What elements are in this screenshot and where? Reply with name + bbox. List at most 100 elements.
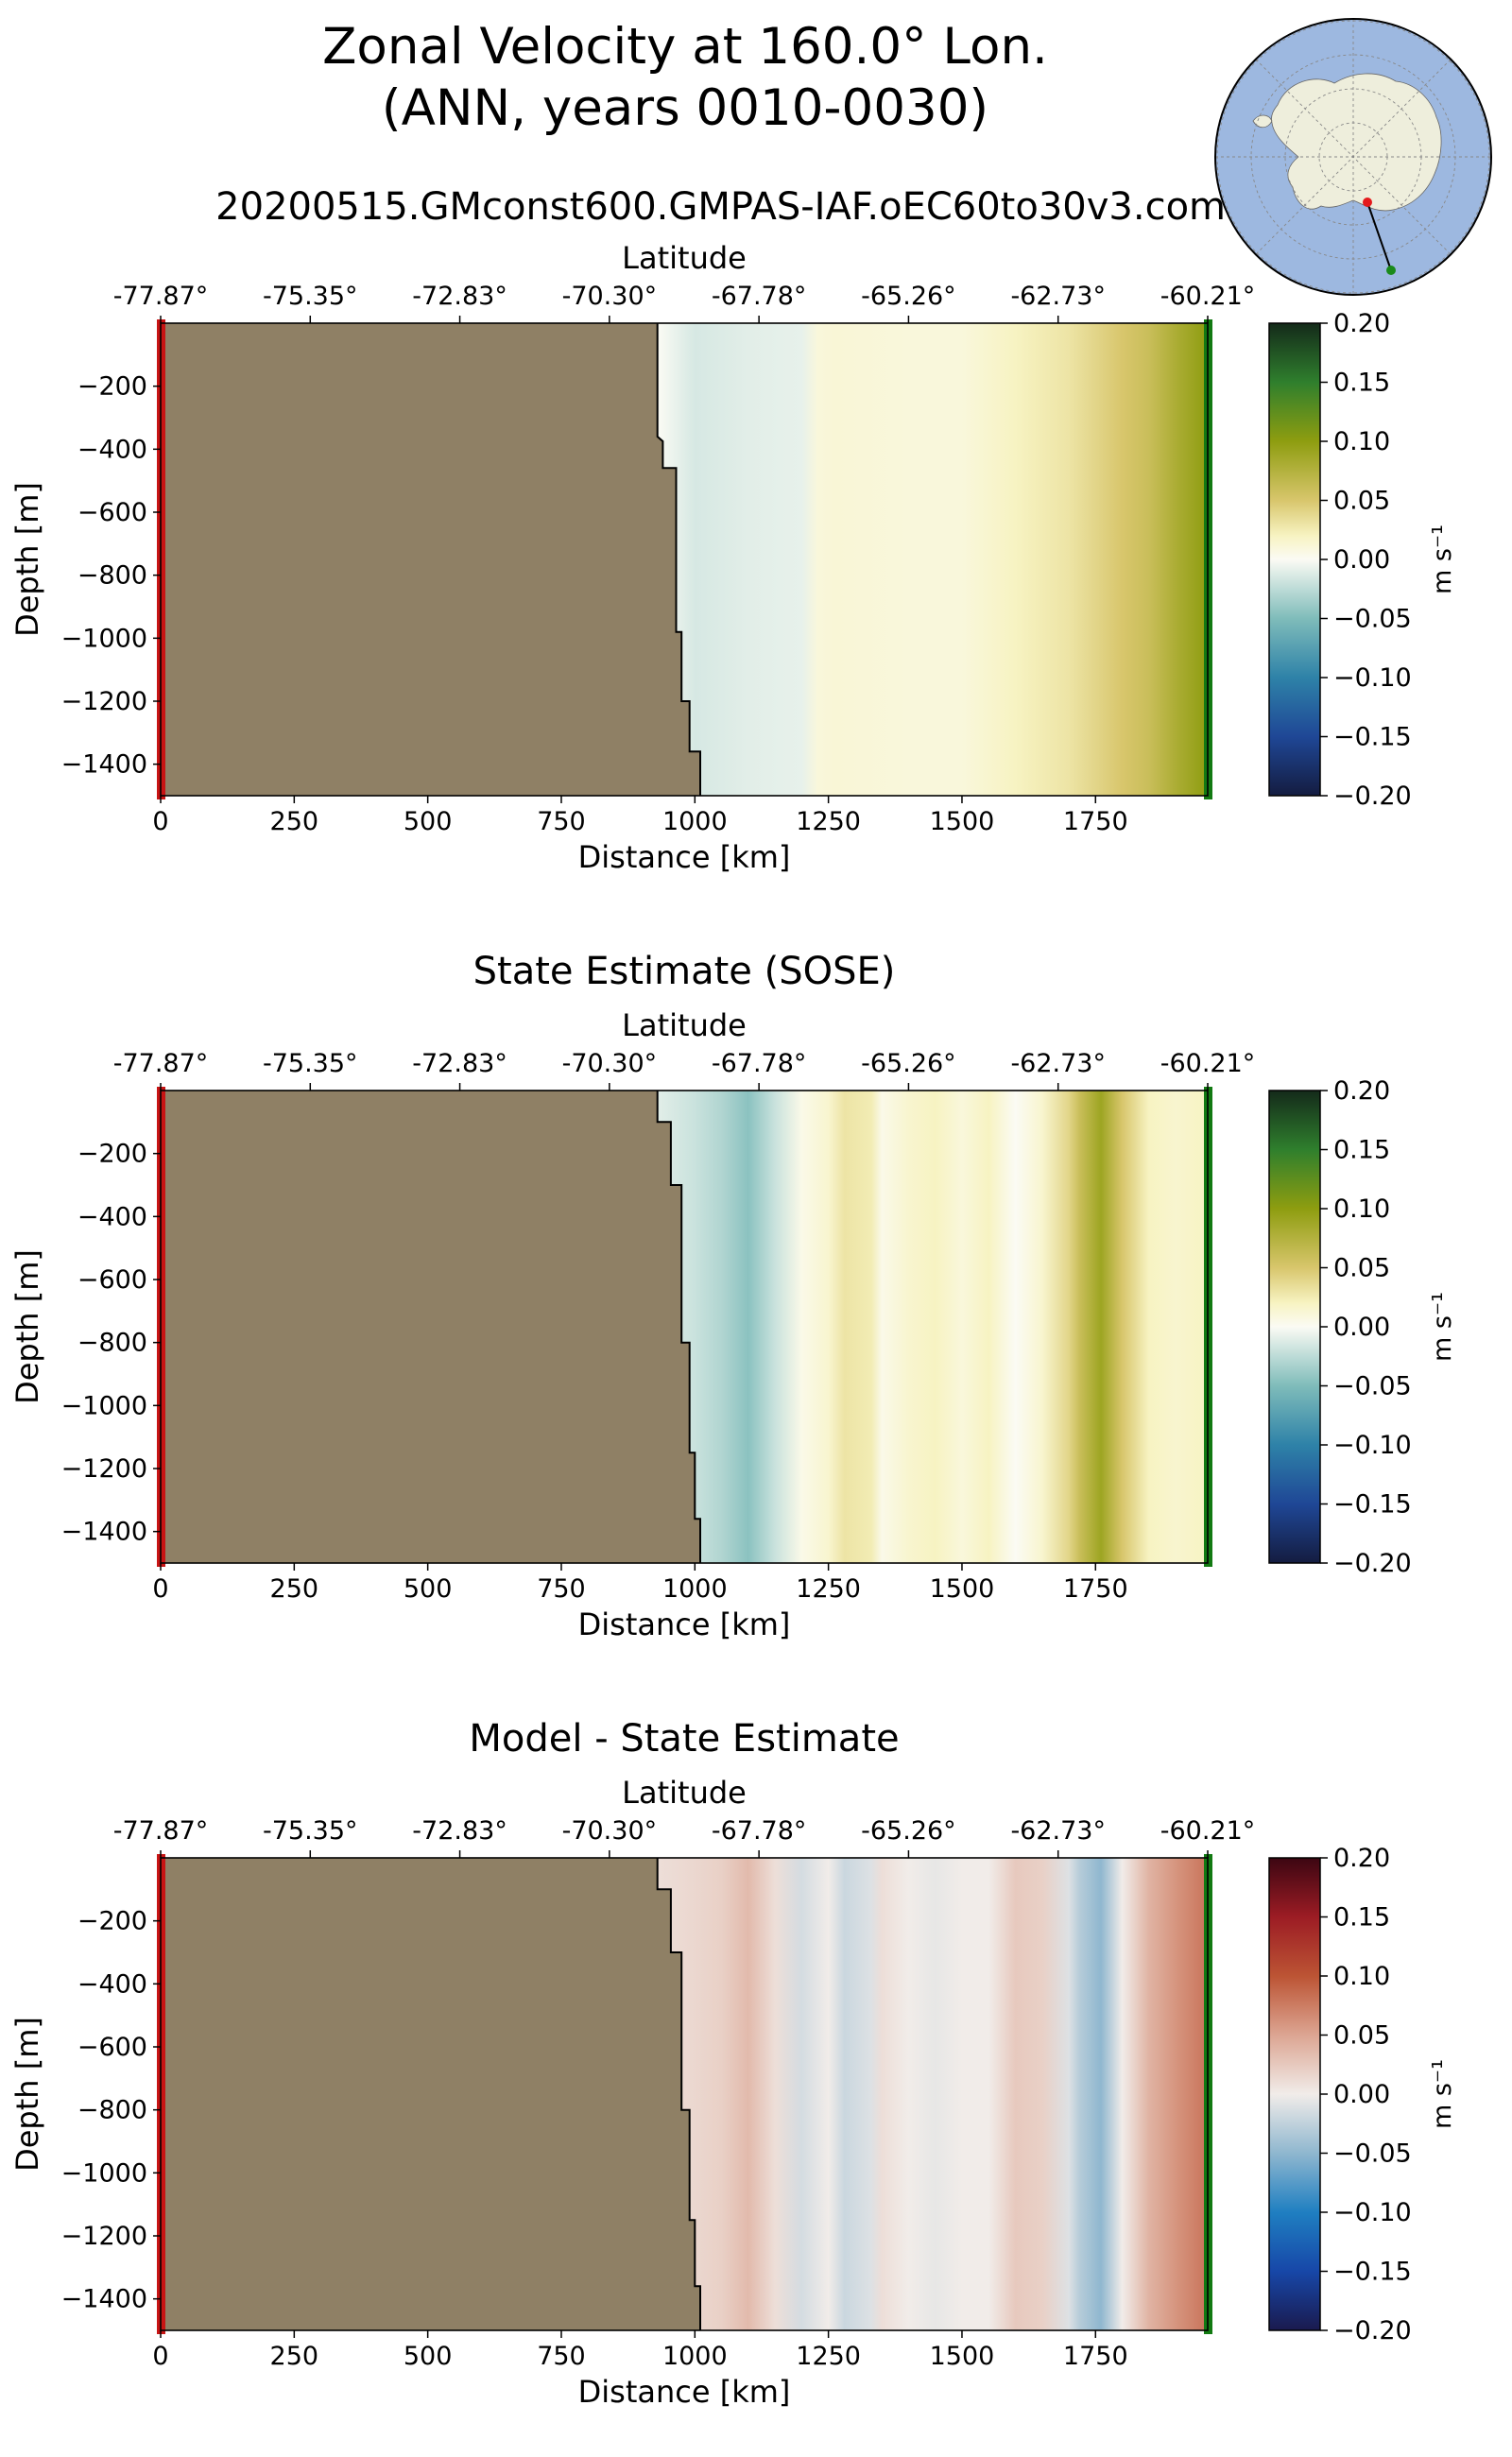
x-tick-label: 250 xyxy=(270,1574,319,1604)
land-mask xyxy=(161,1091,700,1563)
colorbar-tick-label: 0.05 xyxy=(1333,1254,1390,1283)
colorbar-tick-label: 0.20 xyxy=(1333,1844,1390,1873)
colorbar-tick-label: 0.00 xyxy=(1333,1313,1390,1342)
x-tick-label: 1250 xyxy=(796,2342,861,2371)
x-tick-label: 1500 xyxy=(930,2342,995,2371)
colorbar-label: m s⁻¹ xyxy=(1428,2059,1457,2129)
panel-title: Model - State Estimate xyxy=(469,1717,899,1761)
colorbar xyxy=(1268,1857,1321,2331)
colorbar-tick-label: 0.10 xyxy=(1333,1194,1390,1224)
transect-location-map xyxy=(1214,18,1492,296)
top-tick-label: -75.35° xyxy=(263,1049,358,1078)
x-tick-label: 1500 xyxy=(930,807,995,836)
x-tick-label: 750 xyxy=(537,807,586,836)
y-axis-label: Depth [m] xyxy=(9,482,45,637)
plot-frame xyxy=(160,1090,1209,1564)
colorbar-tick-label: −0.10 xyxy=(1333,663,1412,693)
colorbar-tick-label: 0.15 xyxy=(1333,1903,1390,1933)
y-tick-label: −1400 xyxy=(61,2285,147,2314)
x-tick-label: 0 xyxy=(152,807,168,836)
y-tick-label: −200 xyxy=(77,1907,147,1936)
colorbar-tick-label: −0.10 xyxy=(1333,1431,1412,1460)
x-tick-label: 750 xyxy=(537,1574,586,1604)
top-tick-label: -62.73° xyxy=(1010,1049,1106,1078)
top-tick-label: -60.21° xyxy=(1160,1049,1256,1078)
top-tick-label: -77.87° xyxy=(113,282,209,311)
y-tick-label: −400 xyxy=(77,435,147,464)
top-tick-label: -70.30° xyxy=(562,282,658,311)
colorbar-tick-label: 0.00 xyxy=(1333,2080,1390,2109)
panel-2: 0 250 500 750 1000 1250 1500 1750 Distance [km] -… xyxy=(9,950,1457,1642)
colorbar-tick-label: −0.10 xyxy=(1333,2198,1412,2227)
y-axis-label: Depth [m] xyxy=(9,1249,45,1404)
y-tick-label: −600 xyxy=(77,2033,147,2062)
x-axis-label: Distance [km] xyxy=(578,2374,791,2410)
x-tick-label: 1000 xyxy=(662,1574,728,1604)
panel-1: 0 250 500 750 1000 1250 1500 1750 Distance [km] -… xyxy=(9,240,1457,875)
figure-title-line2: (ANN, years 0010-0030) xyxy=(382,79,988,137)
x-tick-label: 1500 xyxy=(930,1574,995,1604)
colorbar-tick-label: 0.05 xyxy=(1333,487,1390,516)
top-tick-label: -60.21° xyxy=(1160,1816,1256,1846)
colorbar xyxy=(1268,322,1321,797)
colorbar-tick-label: 0.15 xyxy=(1333,369,1390,398)
y-tick-label: −1200 xyxy=(61,687,147,716)
y-tick-label: −200 xyxy=(77,372,147,402)
y-tick-label: −200 xyxy=(77,1140,147,1169)
plot-frame xyxy=(160,1857,1209,2331)
x-tick-label: 250 xyxy=(270,807,319,836)
x-tick-label: 1750 xyxy=(1063,1574,1128,1604)
transect-start-marker xyxy=(1363,198,1372,207)
plot-frame xyxy=(160,322,1209,797)
top-tick-label: -62.73° xyxy=(1010,1816,1106,1846)
y-tick-label: −1400 xyxy=(61,1518,147,1547)
colorbar-tick-label: −0.20 xyxy=(1333,2316,1412,2345)
top-tick-label: -62.73° xyxy=(1010,282,1106,311)
top-tick-label: -75.35° xyxy=(263,1816,358,1846)
x-axis-label: Distance [km] xyxy=(578,839,791,875)
x-tick-label: 1250 xyxy=(796,1574,861,1604)
y-tick-label: −1000 xyxy=(61,1391,147,1420)
x-tick-label: 1750 xyxy=(1063,807,1128,836)
colorbar-tick-label: 0.05 xyxy=(1333,2021,1390,2051)
top-tick-label: -72.83° xyxy=(412,1049,507,1078)
bathymetry-line xyxy=(656,1858,701,2330)
y-tick-label: −600 xyxy=(77,498,147,527)
colorbar-tick-label: −0.15 xyxy=(1333,1490,1412,1520)
top-tick-label: -60.21° xyxy=(1160,282,1256,311)
x-axis-label: Distance [km] xyxy=(578,1606,791,1642)
y-tick-label: −800 xyxy=(77,2096,147,2125)
y-tick-label: −400 xyxy=(77,1202,147,1231)
x-tick-label: 0 xyxy=(152,2342,168,2371)
x-tick-label: 0 xyxy=(152,1574,168,1604)
top-tick-label: -77.87° xyxy=(113,1816,209,1846)
colorbar-tick-label: −0.05 xyxy=(1333,2139,1412,2169)
y-tick-label: −1000 xyxy=(61,624,147,653)
top-tick-label: -75.35° xyxy=(263,282,358,311)
colorbar-tick-label: −0.15 xyxy=(1333,2258,1412,2287)
top-tick-label: -65.26° xyxy=(861,282,956,311)
y-tick-label: −400 xyxy=(77,1969,147,1999)
top-tick-label: -65.26° xyxy=(861,1049,956,1078)
x-tick-label: 1250 xyxy=(796,807,861,836)
colorbar-tick-label: −0.15 xyxy=(1333,723,1412,752)
colorbar-label: m s⁻¹ xyxy=(1428,1292,1457,1362)
x-tick-label: 1000 xyxy=(662,807,728,836)
top-tick-label: -67.78° xyxy=(712,1816,807,1846)
x-tick-label: 500 xyxy=(404,807,453,836)
map-graticule xyxy=(1215,19,1491,295)
top-tick-label: -72.83° xyxy=(412,282,507,311)
x-tick-label: 750 xyxy=(537,2342,586,2371)
colorbar-tick-label: −0.20 xyxy=(1333,782,1412,811)
top-tick-label: -67.78° xyxy=(712,282,807,311)
colorbar-label: m s⁻¹ xyxy=(1428,524,1457,594)
y-axis-label: Depth [m] xyxy=(9,2017,45,2172)
colorbar-tick-label: 0.00 xyxy=(1333,545,1390,575)
y-tick-label: −1000 xyxy=(61,2158,147,2188)
top-tick-label: -70.30° xyxy=(562,1049,658,1078)
top-tick-label: -65.26° xyxy=(861,1816,956,1846)
colorbar-tick-label: −0.05 xyxy=(1333,605,1412,634)
antarctica-land xyxy=(1252,73,1442,212)
top-axis-label: Latitude xyxy=(622,240,747,276)
